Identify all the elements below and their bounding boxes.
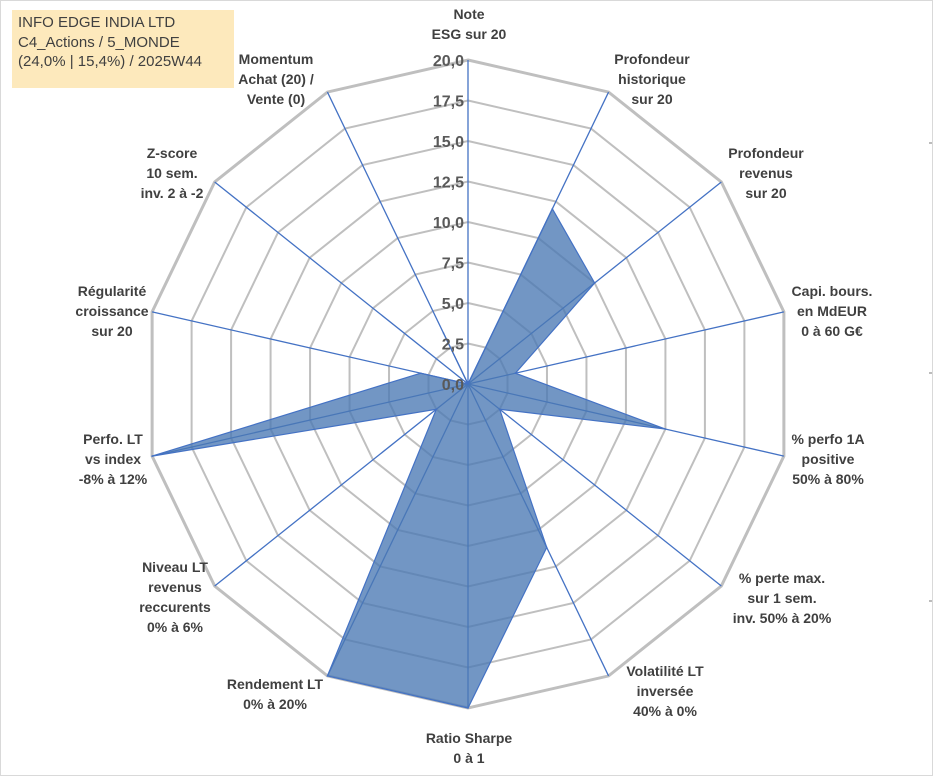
axis-spoke: [467, 383, 722, 587]
chart-title-box: INFO EDGE INDIA LTD C4_Actions / 5_MONDE…: [12, 10, 234, 88]
data-point: [545, 546, 548, 549]
scrollbar-tick: [929, 142, 932, 144]
scrollbar[interactable]: [924, 0, 932, 774]
tick-label: 10,0: [433, 215, 464, 232]
data-point: [419, 372, 422, 374]
tick-label: 2,5: [442, 337, 464, 354]
data-point: [664, 428, 667, 430]
axis-label: Niveau LT revenus reccurents 0% à 6%: [139, 559, 211, 635]
axis-label-line: sur 20: [631, 91, 672, 107]
axis-label-line: 40% à 0%: [633, 703, 697, 719]
axis-label-line: revenus: [739, 165, 793, 181]
axis-label-line: % perfo 1A: [791, 431, 864, 447]
data-point: [435, 408, 438, 411]
axis-label-line: Z-score: [147, 145, 198, 161]
radar-series: [151, 207, 667, 709]
axis-label: Profondeur revenus sur 20: [728, 145, 804, 201]
axis-label: Profondeur historique sur 20: [614, 51, 690, 107]
axis-label-line: vs index: [85, 451, 141, 467]
axis-spoke: [151, 311, 469, 385]
axis-label-line: 0% à 6%: [147, 619, 204, 635]
axis-label-line: 0 à 60 G€: [801, 323, 863, 339]
axis-label-line: revenus: [148, 579, 202, 595]
axis-label-line: inv. 2 à -2: [141, 185, 204, 201]
axis-label-line: sur 20: [91, 323, 132, 339]
axis-label: % perfo 1A positive 50% à 80%: [791, 431, 864, 487]
data-point: [498, 408, 501, 411]
tick-label: 12,5: [433, 175, 464, 192]
axis-label: Capi. bours. en MdEUR 0 à 60 G€: [792, 283, 873, 339]
axis-label-line: Profondeur: [614, 51, 690, 67]
data-point: [326, 675, 329, 677]
chart-title-company: INFO EDGE INDIA LTD: [18, 14, 176, 31]
tick-label: 0,0: [442, 377, 464, 394]
radar-tick-labels: 0,0 2,5 5,0 7,5 10,0 12,5 15,0 17,5 20,0: [433, 53, 464, 394]
axis-label-line: sur 1 sem.: [747, 590, 816, 606]
data-point: [593, 282, 596, 284]
axis-label: Note ESG sur 20: [432, 6, 507, 42]
axis-label-line: Ratio Sharpe: [426, 730, 513, 746]
axis-label-line: % perte max.: [739, 570, 825, 586]
axis-label-line: 50% à 80%: [792, 471, 864, 487]
scrollbar-tick: [929, 372, 932, 374]
axis-label-line: Perfo. LT: [83, 431, 143, 447]
data-point: [467, 707, 469, 709]
axis-label-line: Profondeur: [728, 145, 804, 161]
chart-title-stats: (24,0% | 15,4%) / 2025W44: [18, 53, 202, 70]
data-point: [151, 455, 153, 457]
axis-label-line: ESG sur 20: [432, 26, 507, 42]
axis-label-line: Régularité: [78, 283, 147, 299]
axis-label: Régularité croissance sur 20: [75, 283, 148, 339]
axis-label-line: inv. 50% à 20%: [733, 610, 832, 626]
axis-label-line: Vente (0): [247, 91, 305, 107]
axis-spoke: [467, 311, 785, 385]
axis-label-line: sur 20: [745, 185, 786, 201]
radar-axis-labels: Note ESG sur 20 Profondeur historique sur 20…: [75, 6, 872, 766]
data-point: [551, 208, 554, 210]
axis-label-line: Achat (20) /: [238, 71, 314, 87]
axis-label-line: Niveau LT: [142, 559, 208, 575]
axis-label-line: -8% à 12%: [79, 471, 148, 487]
axis-label-line: 0 à 1: [453, 750, 484, 766]
axis-label-line: inversée: [637, 683, 694, 699]
axis-label: Momentum Achat (20) / Vente (0): [238, 51, 314, 107]
tick-label: 17,5: [433, 94, 464, 111]
scrollbar-tick: [929, 600, 932, 602]
tick-label: 15,0: [433, 134, 464, 151]
axis-label-line: Note: [453, 6, 484, 22]
axis-label-line: 0% à 20%: [243, 696, 307, 712]
axis-label-line: Rendement LT: [227, 676, 324, 692]
tick-label: 20,0: [433, 53, 464, 70]
data-point: [514, 372, 517, 374]
axis-label: Ratio Sharpe 0 à 1: [426, 730, 513, 766]
axis-label-line: reccurents: [139, 599, 211, 615]
axis-label-line: Capi. bours.: [792, 283, 873, 299]
axis-label: Z-score 10 sem. inv. 2 à -2: [141, 145, 204, 201]
tick-label: 7,5: [442, 256, 464, 273]
axis-label-line: en MdEUR: [797, 303, 867, 319]
axis-label-line: 10 sem.: [146, 165, 197, 181]
axis-label: % perte max. sur 1 sem. inv. 50% à 20%: [733, 570, 832, 626]
axis-label-line: croissance: [75, 303, 148, 319]
axis-label-line: historique: [618, 71, 686, 87]
axis-spoke: [214, 383, 469, 587]
data-point: [467, 383, 469, 385]
axis-label-line: Volatilité LT: [626, 663, 704, 679]
axis-label: Volatilité LT inversée 40% à 0%: [626, 663, 704, 719]
tick-label: 5,0: [442, 296, 464, 313]
axis-label: Perfo. LT vs index -8% à 12%: [79, 431, 148, 487]
data-point: [442, 332, 445, 334]
axis-label: Rendement LT 0% à 20%: [227, 676, 324, 712]
chart-title-category: C4_Actions / 5_MONDE: [18, 33, 180, 51]
axis-label-line: Momentum: [239, 51, 314, 67]
axis-label-line: positive: [802, 451, 855, 467]
axis-spoke: [214, 181, 469, 385]
